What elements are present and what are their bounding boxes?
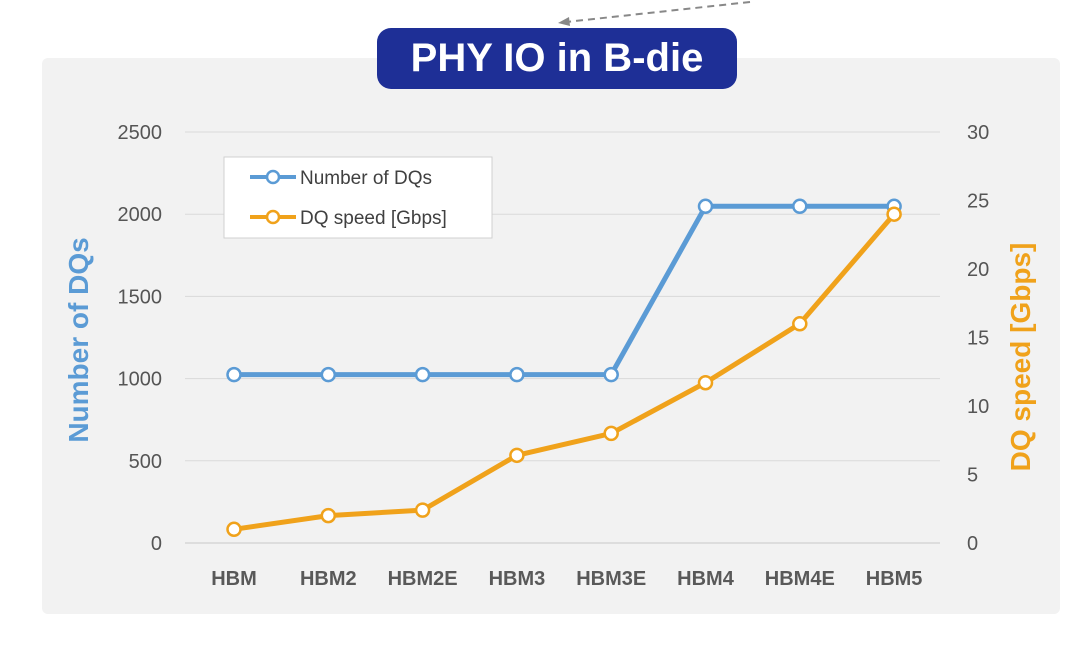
- legend-box: [223, 156, 493, 239]
- data-point-dq-speed: [886, 206, 902, 222]
- right-tick-label: 15: [967, 328, 989, 350]
- data-point-dq-count: [320, 366, 337, 383]
- data-point-dq-speed: [226, 521, 242, 538]
- x-tick-label: HBM5: [866, 568, 923, 590]
- right-tick-label: 5: [967, 465, 978, 487]
- left-axis-ticks: 0 500 1000 1500 2000 2500: [118, 122, 163, 555]
- legend-label-dq-count: Number of DQs: [300, 168, 432, 189]
- x-tick-label: HBM4E: [765, 568, 835, 590]
- right-tick-label: 30: [967, 122, 989, 144]
- x-tick-label: HBM: [211, 568, 257, 590]
- x-tick-label: HBM4: [677, 568, 735, 590]
- right-tick-label: 10: [967, 396, 989, 418]
- data-point-dq-count: [226, 366, 242, 383]
- x-tick-label: HBM3: [489, 568, 546, 590]
- data-point-dq-count: [509, 366, 525, 383]
- data-point-dq-count: [603, 366, 619, 383]
- data-point-dq-speed: [697, 374, 714, 391]
- data-point-dq-count: [792, 198, 808, 215]
- chart-title: PHY IO in B-die: [377, 28, 737, 89]
- legend-marker-dq-speed: [265, 209, 281, 225]
- data-point-dq-speed: [320, 507, 337, 524]
- chart-panel: [42, 58, 1060, 614]
- series-line-dq-speed: [233, 212, 896, 532]
- left-tick-label: 1500: [118, 286, 163, 308]
- legend-label-dq-speed: DQ speed [Gbps]: [300, 208, 447, 229]
- right-axis-title: DQ speed [Gbps]: [1005, 243, 1036, 472]
- left-tick-label: 2500: [118, 122, 163, 144]
- x-tick-label: HBM3E: [576, 568, 646, 590]
- data-point-dq-speed: [509, 447, 525, 464]
- left-tick-label: 0: [151, 533, 162, 555]
- legend-marker-dq-count: [265, 169, 281, 185]
- left-tick-label: 500: [129, 451, 162, 473]
- series-layer: [226, 198, 902, 538]
- right-tick-label: 0: [967, 533, 978, 555]
- x-tick-label: HBM2E: [388, 568, 458, 590]
- left-tick-label: 1000: [118, 369, 163, 391]
- data-point-dq-count: [697, 198, 714, 215]
- data-point-dq-speed: [603, 425, 619, 442]
- data-point-dq-speed: [414, 502, 431, 518]
- data-point-dq-speed: [792, 316, 808, 332]
- right-tick-label: 25: [967, 191, 989, 213]
- x-tick-label: HBM2: [300, 568, 357, 590]
- data-point-dq-count: [414, 366, 431, 383]
- right-axis-ticks: 0 5 10 15 20 25 30: [967, 122, 989, 555]
- x-axis-ticks: HBM HBM2 HBM2E HBM3 HBM3E HBM4 HBM4E HBM5: [211, 568, 922, 590]
- legend: Number of DQs DQ speed [Gbps]: [223, 156, 493, 239]
- right-tick-label: 20: [967, 259, 989, 281]
- left-axis-title: Number of DQs: [63, 237, 94, 442]
- series-line-dq-count: [234, 203, 895, 378]
- left-tick-label: 2000: [118, 204, 163, 226]
